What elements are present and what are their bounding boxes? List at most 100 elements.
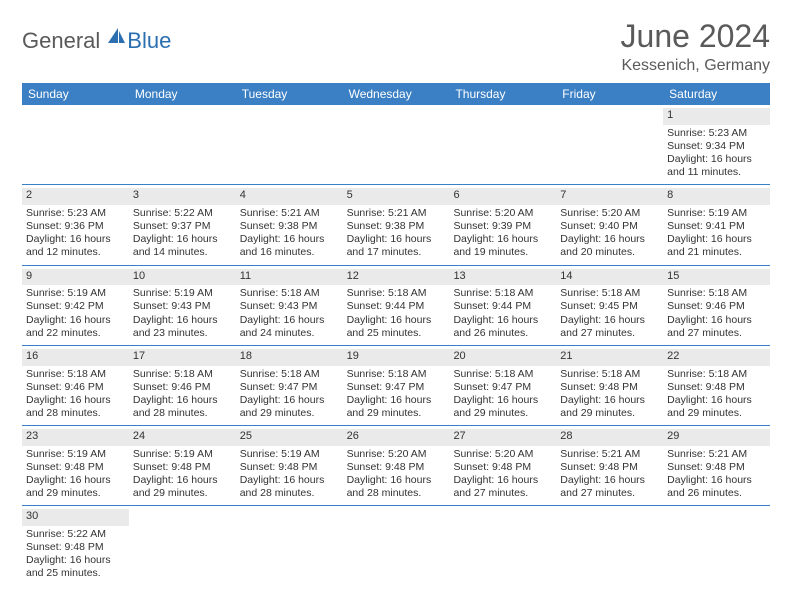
day-number: 10 — [133, 270, 232, 284]
day-number: 11 — [240, 270, 339, 284]
daylight-text: Daylight: 16 hours and 29 minutes. — [133, 474, 232, 500]
day-cell: 5Sunrise: 5:21 AMSunset: 9:38 PMDaylight… — [343, 185, 450, 264]
day-number: 19 — [347, 350, 446, 364]
daylight-text: Daylight: 16 hours and 26 minutes. — [667, 474, 766, 500]
sunrise-text: Sunrise: 5:22 AM — [26, 528, 125, 541]
day-number: 12 — [347, 270, 446, 284]
sunset-text: Sunset: 9:43 PM — [133, 300, 232, 313]
week-row: 9Sunrise: 5:19 AMSunset: 9:42 PMDaylight… — [22, 266, 770, 346]
day-number-bar: 18 — [236, 349, 343, 366]
sunset-text: Sunset: 9:43 PM — [240, 300, 339, 313]
sunset-text: Sunset: 9:37 PM — [133, 220, 232, 233]
day-number-bar: 30 — [22, 509, 129, 526]
empty-cell — [22, 105, 129, 184]
logo-text-blue: Blue — [127, 28, 171, 54]
day-number-bar: 29 — [663, 429, 770, 446]
week-row: 30Sunrise: 5:22 AMSunset: 9:48 PMDayligh… — [22, 506, 770, 585]
day-cell: 4Sunrise: 5:21 AMSunset: 9:38 PMDaylight… — [236, 185, 343, 264]
daylight-text: Daylight: 16 hours and 27 minutes. — [560, 474, 659, 500]
day-number: 9 — [26, 270, 125, 284]
sunset-text: Sunset: 9:45 PM — [560, 300, 659, 313]
day-number: 8 — [667, 189, 766, 203]
sunset-text: Sunset: 9:47 PM — [240, 381, 339, 394]
day-header-row: SundayMondayTuesdayWednesdayThursdayFrid… — [22, 83, 770, 105]
daylight-text: Daylight: 16 hours and 12 minutes. — [26, 233, 125, 259]
day-header: Wednesday — [343, 83, 450, 105]
day-number-bar: 15 — [663, 269, 770, 286]
day-cell: 8Sunrise: 5:19 AMSunset: 9:41 PMDaylight… — [663, 185, 770, 264]
empty-cell — [556, 105, 663, 184]
day-cell: 28Sunrise: 5:21 AMSunset: 9:48 PMDayligh… — [556, 426, 663, 505]
daylight-text: Daylight: 16 hours and 27 minutes. — [560, 314, 659, 340]
sunset-text: Sunset: 9:47 PM — [347, 381, 446, 394]
day-number-bar: 28 — [556, 429, 663, 446]
sunset-text: Sunset: 9:48 PM — [667, 461, 766, 474]
sunset-text: Sunset: 9:44 PM — [347, 300, 446, 313]
sunset-text: Sunset: 9:34 PM — [667, 140, 766, 153]
logo-text-general: General — [22, 28, 100, 54]
day-cell: 30Sunrise: 5:22 AMSunset: 9:48 PMDayligh… — [22, 506, 129, 585]
day-number-bar: 12 — [343, 269, 450, 286]
day-number-bar: 14 — [556, 269, 663, 286]
week-row: 1Sunrise: 5:23 AMSunset: 9:34 PMDaylight… — [22, 105, 770, 185]
day-number: 30 — [26, 510, 125, 524]
daylight-text: Daylight: 16 hours and 29 minutes. — [667, 394, 766, 420]
day-number-bar: 2 — [22, 188, 129, 205]
sunset-text: Sunset: 9:38 PM — [240, 220, 339, 233]
empty-cell — [129, 105, 236, 184]
sunrise-text: Sunrise: 5:18 AM — [560, 287, 659, 300]
sunrise-text: Sunrise: 5:18 AM — [453, 368, 552, 381]
day-number-bar: 17 — [129, 349, 236, 366]
day-number: 29 — [667, 430, 766, 444]
daylight-text: Daylight: 16 hours and 25 minutes. — [347, 314, 446, 340]
sunrise-text: Sunrise: 5:19 AM — [26, 448, 125, 461]
day-number-bar: 23 — [22, 429, 129, 446]
sunset-text: Sunset: 9:48 PM — [453, 461, 552, 474]
sunrise-text: Sunrise: 5:18 AM — [560, 368, 659, 381]
daylight-text: Daylight: 16 hours and 29 minutes. — [453, 394, 552, 420]
day-number-bar: 8 — [663, 188, 770, 205]
day-cell: 23Sunrise: 5:19 AMSunset: 9:48 PMDayligh… — [22, 426, 129, 505]
week-row: 23Sunrise: 5:19 AMSunset: 9:48 PMDayligh… — [22, 426, 770, 506]
daylight-text: Daylight: 16 hours and 28 minutes. — [240, 474, 339, 500]
empty-cell — [449, 105, 556, 184]
sunset-text: Sunset: 9:48 PM — [667, 381, 766, 394]
day-cell: 7Sunrise: 5:20 AMSunset: 9:40 PMDaylight… — [556, 185, 663, 264]
sunrise-text: Sunrise: 5:19 AM — [667, 207, 766, 220]
daylight-text: Daylight: 16 hours and 29 minutes. — [240, 394, 339, 420]
day-number-bar: 22 — [663, 349, 770, 366]
day-number: 15 — [667, 270, 766, 284]
sail-icon — [105, 26, 127, 51]
day-header: Friday — [556, 83, 663, 105]
sunrise-text: Sunrise: 5:23 AM — [667, 127, 766, 140]
sunrise-text: Sunrise: 5:22 AM — [133, 207, 232, 220]
location: Kessenich, Germany — [621, 57, 770, 75]
daylight-text: Daylight: 16 hours and 24 minutes. — [240, 314, 339, 340]
sunset-text: Sunset: 9:46 PM — [26, 381, 125, 394]
day-cell: 1Sunrise: 5:23 AMSunset: 9:34 PMDaylight… — [663, 105, 770, 184]
daylight-text: Daylight: 16 hours and 17 minutes. — [347, 233, 446, 259]
day-number-bar: 19 — [343, 349, 450, 366]
day-header: Saturday — [663, 83, 770, 105]
sunrise-text: Sunrise: 5:19 AM — [240, 448, 339, 461]
header: General Blue June 2024 Kessenich, German… — [22, 18, 770, 75]
day-cell: 24Sunrise: 5:19 AMSunset: 9:48 PMDayligh… — [129, 426, 236, 505]
day-number-bar: 16 — [22, 349, 129, 366]
empty-cell — [343, 105, 450, 184]
day-number: 4 — [240, 189, 339, 203]
day-number-bar: 6 — [449, 188, 556, 205]
day-number-bar: 13 — [449, 269, 556, 286]
sunset-text: Sunset: 9:46 PM — [133, 381, 232, 394]
daylight-text: Daylight: 16 hours and 29 minutes. — [560, 394, 659, 420]
sunrise-text: Sunrise: 5:18 AM — [347, 368, 446, 381]
sunset-text: Sunset: 9:48 PM — [240, 461, 339, 474]
day-number-bar: 24 — [129, 429, 236, 446]
page-title: June 2024 — [621, 18, 770, 55]
day-cell: 22Sunrise: 5:18 AMSunset: 9:48 PMDayligh… — [663, 346, 770, 425]
sunrise-text: Sunrise: 5:19 AM — [133, 448, 232, 461]
day-number: 17 — [133, 350, 232, 364]
sunrise-text: Sunrise: 5:21 AM — [667, 448, 766, 461]
sunset-text: Sunset: 9:48 PM — [26, 461, 125, 474]
calendar: SundayMondayTuesdayWednesdayThursdayFrid… — [22, 83, 770, 586]
daylight-text: Daylight: 16 hours and 27 minutes. — [453, 474, 552, 500]
